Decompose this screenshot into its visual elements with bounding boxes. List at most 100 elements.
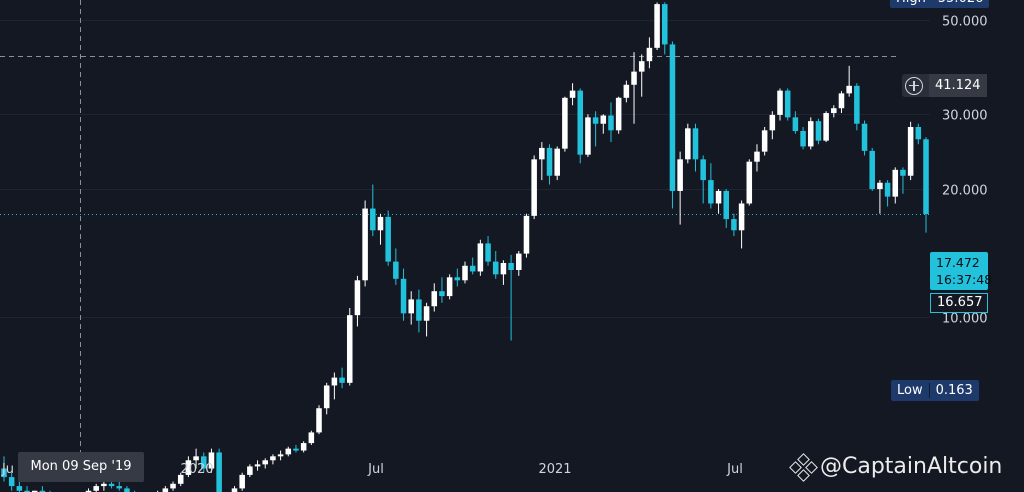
candle[interactable] bbox=[423, 302, 430, 337]
candle[interactable] bbox=[262, 458, 268, 469]
candle[interactable] bbox=[784, 88, 791, 121]
candle[interactable] bbox=[923, 137, 929, 233]
candle[interactable] bbox=[777, 88, 783, 121]
candle[interactable] bbox=[400, 268, 407, 321]
candle[interactable] bbox=[339, 367, 345, 389]
candle[interactable] bbox=[8, 472, 15, 491]
candle[interactable] bbox=[731, 213, 737, 237]
candle[interactable] bbox=[861, 120, 868, 156]
candle[interactable] bbox=[638, 54, 645, 97]
candle[interactable] bbox=[277, 450, 284, 461]
candle[interactable] bbox=[761, 126, 768, 156]
candle[interactable] bbox=[177, 472, 184, 487]
candle[interactable] bbox=[546, 144, 553, 185]
candle[interactable] bbox=[385, 210, 391, 266]
candle[interactable] bbox=[323, 382, 330, 415]
candle[interactable] bbox=[362, 200, 368, 287]
candle[interactable] bbox=[408, 291, 414, 325]
candle[interactable] bbox=[677, 151, 683, 225]
candle[interactable] bbox=[884, 180, 891, 207]
candle[interactable] bbox=[293, 444, 299, 453]
candle[interactable] bbox=[669, 41, 676, 209]
candle[interactable] bbox=[562, 96, 568, 152]
candle[interactable] bbox=[738, 200, 745, 249]
candle[interactable] bbox=[162, 486, 169, 492]
candle[interactable] bbox=[216, 448, 222, 492]
candle[interactable] bbox=[254, 460, 261, 471]
candle[interactable] bbox=[692, 123, 699, 172]
candle[interactable] bbox=[685, 123, 691, 164]
candle[interactable] bbox=[592, 111, 599, 147]
candle[interactable] bbox=[907, 121, 914, 181]
add-alert-plus-icon[interactable] bbox=[905, 76, 923, 95]
candle[interactable] bbox=[462, 261, 468, 284]
candle[interactable] bbox=[431, 283, 438, 312]
candle[interactable] bbox=[585, 114, 591, 157]
candle[interactable] bbox=[300, 441, 307, 453]
candle[interactable] bbox=[231, 486, 238, 492]
candle[interactable] bbox=[316, 405, 322, 435]
candle[interactable] bbox=[239, 472, 245, 491]
candle[interactable] bbox=[623, 80, 630, 103]
candle[interactable] bbox=[523, 213, 530, 258]
crosshair-price-label[interactable]: 41.124 bbox=[902, 74, 987, 97]
candle[interactable] bbox=[1, 456, 7, 482]
candle[interactable] bbox=[170, 481, 176, 491]
candle[interactable] bbox=[454, 268, 461, 287]
candle[interactable] bbox=[877, 180, 883, 214]
candle[interactable] bbox=[500, 260, 507, 285]
candle[interactable] bbox=[377, 213, 384, 245]
candle[interactable] bbox=[416, 289, 422, 333]
candle[interactable] bbox=[93, 483, 99, 492]
candle[interactable] bbox=[370, 184, 376, 237]
candle[interactable] bbox=[346, 307, 353, 386]
candle[interactable] bbox=[823, 111, 829, 143]
candle[interactable] bbox=[24, 486, 30, 492]
candle[interactable] bbox=[439, 277, 445, 303]
candle[interactable] bbox=[193, 448, 199, 469]
candle[interactable] bbox=[831, 105, 837, 118]
candle[interactable] bbox=[600, 114, 607, 134]
candle[interactable] bbox=[746, 159, 753, 206]
candle[interactable] bbox=[393, 248, 399, 285]
candle[interactable] bbox=[285, 446, 292, 457]
candle[interactable] bbox=[838, 91, 845, 114]
candle[interactable] bbox=[715, 189, 722, 214]
candle[interactable] bbox=[446, 274, 453, 300]
candle[interactable] bbox=[854, 83, 860, 131]
candle[interactable] bbox=[900, 167, 906, 194]
candle[interactable] bbox=[208, 448, 215, 473]
candle[interactable] bbox=[792, 111, 799, 134]
candle[interactable] bbox=[531, 155, 537, 220]
candle[interactable] bbox=[39, 486, 46, 492]
candle[interactable] bbox=[708, 163, 714, 209]
candle[interactable] bbox=[485, 236, 491, 266]
candle[interactable] bbox=[477, 239, 484, 276]
candle[interactable] bbox=[869, 147, 875, 191]
candle[interactable] bbox=[124, 486, 130, 492]
candle[interactable] bbox=[608, 102, 614, 143]
candle[interactable] bbox=[331, 372, 338, 400]
candle[interactable] bbox=[554, 146, 560, 181]
candle[interactable] bbox=[185, 456, 192, 478]
candle[interactable] bbox=[646, 37, 653, 69]
candle[interactable] bbox=[492, 250, 499, 279]
candle[interactable] bbox=[116, 481, 123, 491]
candle[interactable] bbox=[508, 254, 514, 341]
candle[interactable] bbox=[807, 117, 814, 150]
candle[interactable] bbox=[815, 118, 822, 145]
candle[interactable] bbox=[539, 142, 545, 181]
candle[interactable] bbox=[615, 96, 622, 134]
candle[interactable] bbox=[654, 2, 660, 50]
candle[interactable] bbox=[662, 2, 668, 55]
candle[interactable] bbox=[516, 250, 522, 276]
candle[interactable] bbox=[569, 83, 576, 106]
candle[interactable] bbox=[723, 189, 729, 228]
candle[interactable] bbox=[631, 52, 637, 124]
candle[interactable] bbox=[354, 275, 361, 327]
candle[interactable] bbox=[846, 65, 852, 97]
candle[interactable] bbox=[700, 155, 706, 204]
candle[interactable] bbox=[247, 464, 253, 478]
candle[interactable] bbox=[31, 490, 38, 492]
